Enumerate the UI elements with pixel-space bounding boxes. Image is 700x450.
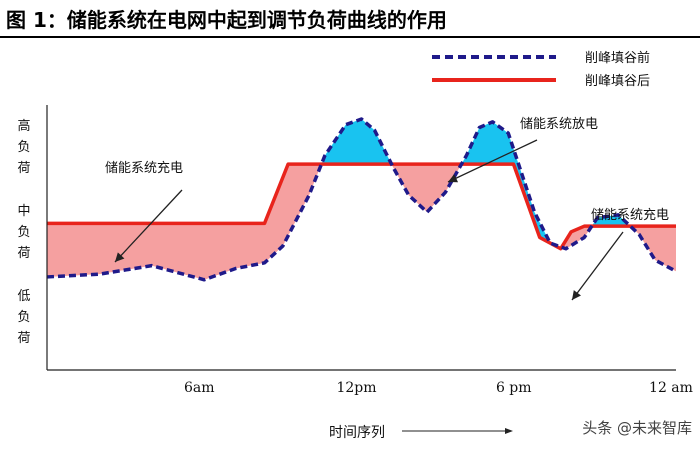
annotation-arrowhead <box>448 174 459 183</box>
discharge-fill-area <box>322 119 391 165</box>
series-line-after <box>47 162 676 251</box>
x-tick-label: 6 pm <box>496 380 532 396</box>
watermark-text: 头条 @未来智库 <box>582 419 692 437</box>
annotation-arrow <box>571 231 624 301</box>
y-tick-label: 高负荷 <box>17 118 30 176</box>
annotation-arrow <box>114 189 183 263</box>
annotation-arrow <box>447 139 538 183</box>
annotation-arrowhead <box>572 290 581 300</box>
charge-fill-area <box>391 164 462 213</box>
discharge-fill-area <box>462 121 549 243</box>
axes <box>46 105 676 371</box>
x-tick-label: 12pm <box>336 380 376 396</box>
charge-fill-area <box>561 226 591 249</box>
charge-fill-area <box>47 164 321 280</box>
series-line-before <box>46 117 677 282</box>
annotation-label: 储能系统放电 <box>520 117 598 132</box>
title-underline <box>0 36 700 38</box>
legend-label-after: 削峰填谷后 <box>585 74 650 89</box>
x-axis-label-arrowhead <box>505 428 513 434</box>
charge-fill-area <box>631 226 676 272</box>
y-tick-label: 中负荷 <box>17 204 30 261</box>
fill-areas <box>47 119 676 280</box>
annotation-label: 储能系统充电 <box>105 160 183 176</box>
legend-label-before: 削峰填谷前 <box>585 50 650 66</box>
annotation-label: 储能系统充电 <box>591 207 669 223</box>
x-tick-label: 6am <box>184 380 215 396</box>
discharge-fill-area <box>592 214 631 227</box>
series-lines <box>46 117 677 282</box>
annotation-arrowhead <box>115 252 125 262</box>
figure-title: 图 1：储能系统在电网中起到调节负荷曲线的作用 <box>6 8 447 32</box>
title-bar: 图 1：储能系统在电网中起到调节负荷曲线的作用 <box>0 0 700 38</box>
y-tick-label: 低负荷 <box>17 289 30 346</box>
x-axis-label: 时间序列 <box>329 425 385 441</box>
watermark: 头条 @未来智库 <box>582 417 692 438</box>
x-tick-label: 12 am <box>649 380 693 396</box>
